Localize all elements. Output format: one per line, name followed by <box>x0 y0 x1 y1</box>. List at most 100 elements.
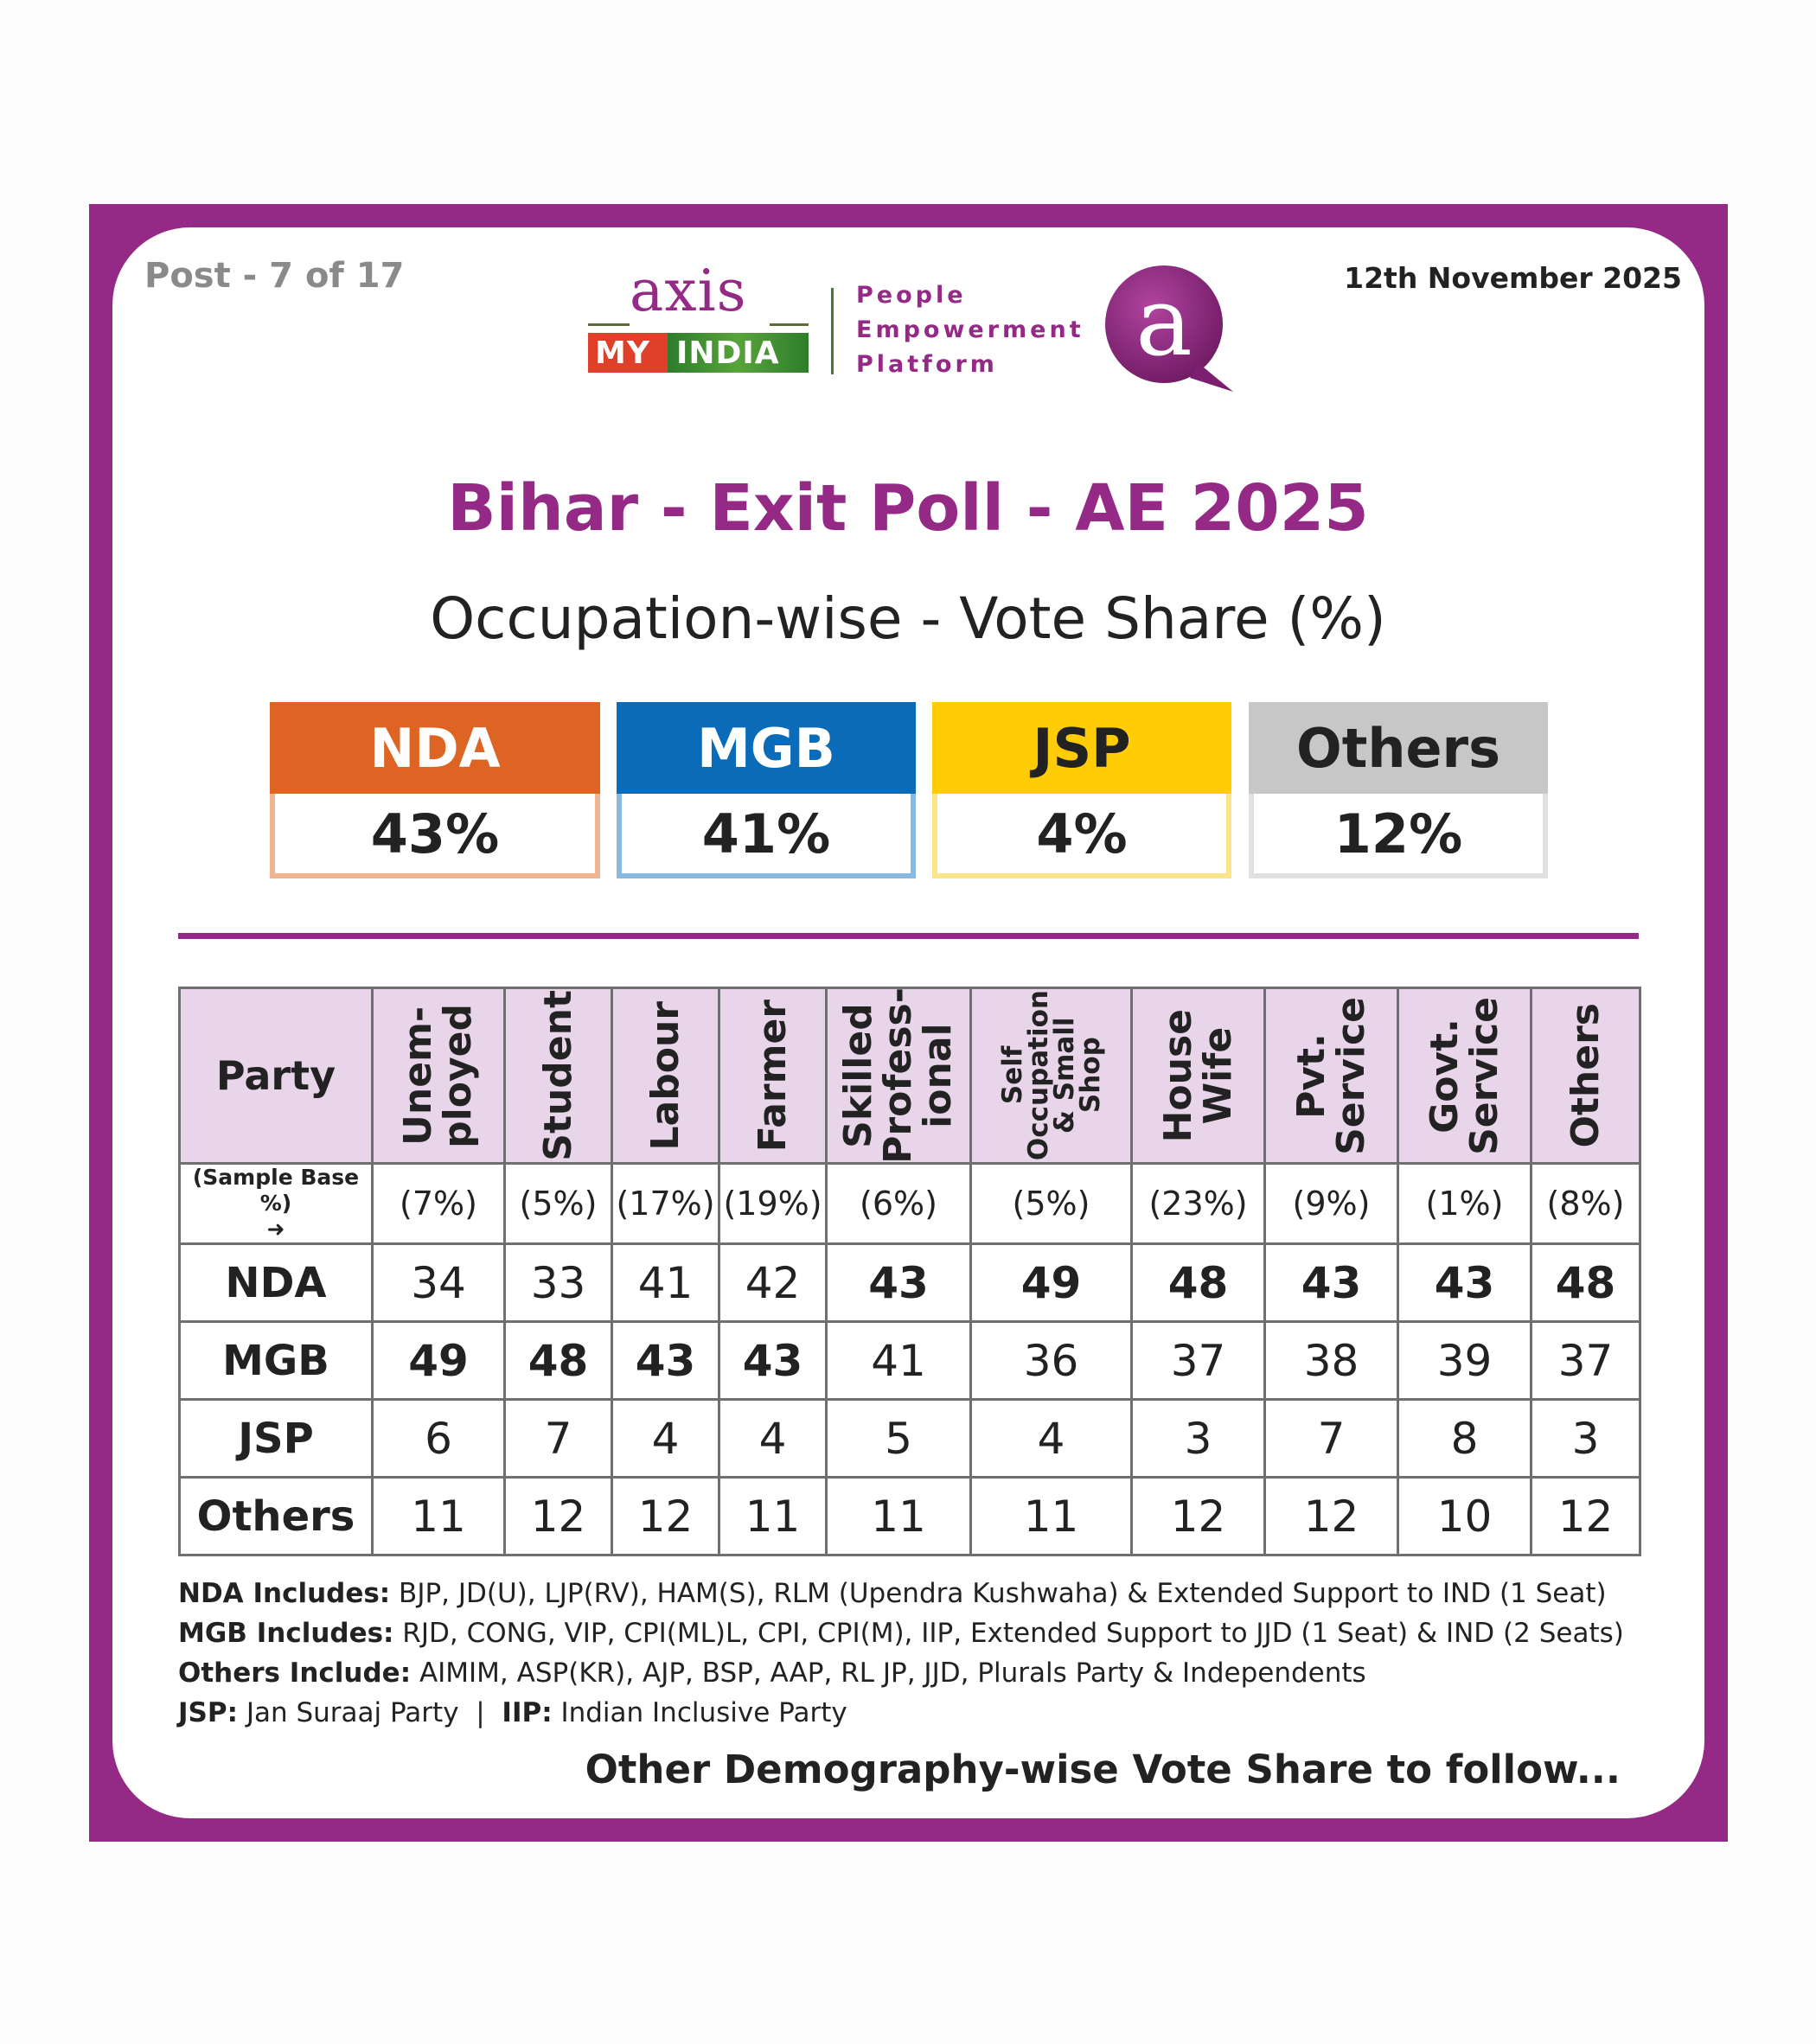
note-label: JSP: <box>178 1697 238 1728</box>
vote-share-cell: 34 <box>371 1242 506 1323</box>
party-row-jsp: JSP 6 7 4 4 5 4 3 7 8 3 <box>178 1398 1641 1479</box>
party-row-others: Others 11 12 12 11 11 11 12 12 10 12 <box>178 1476 1641 1556</box>
overall-party-value: 43% <box>270 794 600 878</box>
overall-box-others: Others 12% <box>1249 702 1548 887</box>
vote-share-cell: 6 <box>371 1398 506 1479</box>
vote-share-cell: 38 <box>1263 1320 1399 1401</box>
sample-base-cell: (6%) <box>825 1162 972 1245</box>
note-label: NDA Includes: <box>178 1578 391 1609</box>
occupation-label: House Wife <box>1155 1008 1240 1143</box>
occupation-label: Others <box>1563 1003 1608 1148</box>
vote-share-cell: 4 <box>611 1398 720 1479</box>
vote-share-cell: 11 <box>718 1476 828 1556</box>
occupation-label: Unem- ployed <box>396 1003 480 1148</box>
occupation-header-cell: Self Occupation & Small Shop <box>969 987 1133 1165</box>
logo-india-block: INDIA <box>668 333 809 373</box>
vote-share-cell: 43 <box>825 1242 972 1323</box>
note-text: Jan Suraaj Party | <box>237 1697 502 1728</box>
overall-party-label: Others <box>1249 702 1548 794</box>
vote-share-cell: 7 <box>1263 1398 1399 1479</box>
occupation-vote-share-table: Party Unem- ployed Student Labour Farmer Ski… <box>178 987 1641 1556</box>
sample-base-cell: (5%) <box>969 1162 1133 1245</box>
logo-rule-right <box>770 323 809 326</box>
post-counter: Post - 7 of 17 <box>144 256 405 296</box>
vote-share-cell: 12 <box>503 1476 613 1556</box>
overall-party-value: 41% <box>617 794 916 878</box>
overall-box-nda: NDA 43% <box>270 702 600 887</box>
party-row-nda: NDA 34 33 41 42 43 49 48 43 43 48 <box>178 1242 1641 1323</box>
vote-share-cell: 3 <box>1130 1398 1266 1479</box>
occupation-header-cell: House Wife <box>1130 987 1266 1165</box>
occupation-header-cell: Farmer <box>718 987 828 1165</box>
vote-share-cell: 49 <box>969 1242 1133 1323</box>
vote-share-cell: 11 <box>969 1476 1133 1556</box>
vote-share-cell: 43 <box>611 1320 720 1401</box>
party-row-label: Others <box>178 1476 374 1556</box>
page-subtitle: Occupation-wise - Vote Share (%) <box>430 585 1386 652</box>
vote-share-cell: 4 <box>969 1398 1133 1479</box>
vote-share-cell: 43 <box>1263 1242 1399 1323</box>
table-corner-cell: Party <box>178 987 374 1165</box>
corner-label: Party <box>215 1052 336 1099</box>
axis-logo: axis <box>588 258 809 329</box>
vote-share-cell: 49 <box>371 1320 506 1401</box>
overall-box-mgb: MGB 41% <box>617 702 916 887</box>
sample-base-cell: (7%) <box>371 1162 506 1245</box>
note-text: AIMIM, ASP(KR), AJP, BSP, AAP, RL JP, JJ… <box>411 1658 1366 1689</box>
vote-share-cell: 36 <box>969 1320 1133 1401</box>
overall-party-value: 12% <box>1249 794 1548 878</box>
logo-my-text: MY <box>595 335 650 371</box>
vote-share-cell: 42 <box>718 1242 828 1323</box>
occupation-label: Self Occupation & Small Shop <box>996 990 1106 1161</box>
party-row-label: NDA <box>178 1242 374 1323</box>
badge-letter: a <box>1135 266 1193 377</box>
party-notes: NDA Includes: BJP, JD(U), LJP(RV), HAM(S… <box>178 1574 1624 1733</box>
note-others: Others Include: AIMIM, ASP(KR), AJP, BSP… <box>178 1653 1624 1693</box>
vote-share-cell: 12 <box>1263 1476 1399 1556</box>
publish-date: 12th November 2025 <box>1344 261 1682 295</box>
vote-share-cell: 43 <box>718 1320 828 1401</box>
occupation-header-cell: Pvt. Service <box>1263 987 1399 1165</box>
vote-share-cell: 12 <box>1130 1476 1266 1556</box>
tagline-line-2: Empowerment <box>856 316 1084 343</box>
vote-share-cell: 33 <box>503 1242 613 1323</box>
occupation-header-cell: Govt. Service <box>1397 987 1532 1165</box>
occupation-header-cell: Labour <box>611 987 720 1165</box>
tagline-line-3: Platform <box>856 351 998 378</box>
occupation-label: Skilled Profess- ional <box>836 987 960 1164</box>
vote-share-cell: 11 <box>825 1476 972 1556</box>
sample-base-cell: (5%) <box>503 1162 613 1245</box>
occupation-header-cell: Student <box>503 987 613 1165</box>
vote-share-cell: 39 <box>1397 1320 1532 1401</box>
note-text: Indian Inclusive Party <box>552 1697 847 1728</box>
vote-share-cell: 4 <box>718 1398 828 1479</box>
footer-follow-text: Other Demography-wise Vote Share to foll… <box>585 1747 1621 1792</box>
my-india-logo: MY INDIA <box>588 333 809 373</box>
note-label: IIP: <box>502 1697 553 1728</box>
note-nda: NDA Includes: BJP, JD(U), LJP(RV), HAM(S… <box>178 1574 1624 1613</box>
vote-share-cell: 41 <box>611 1242 720 1323</box>
logo-india-text: INDIA <box>676 335 780 371</box>
vote-share-cell: 5 <box>825 1398 972 1479</box>
overall-party-value: 4% <box>932 794 1231 878</box>
section-separator <box>178 933 1639 939</box>
occupation-label: Student <box>535 990 580 1161</box>
occupation-label: Pvt. Service <box>1288 996 1373 1155</box>
vote-share-cell: 48 <box>503 1320 613 1401</box>
occupation-label: Labour <box>643 1000 687 1151</box>
note-text: RJD, CONG, VIP, CPI(ML)L, CPI, CPI(M), I… <box>393 1618 1624 1649</box>
overall-party-label: JSP <box>932 702 1231 794</box>
note-label: Others Include: <box>178 1658 412 1689</box>
tagline-line-1: People <box>856 282 967 309</box>
vote-share-cell: 37 <box>1530 1320 1641 1401</box>
speech-bubble-a-icon: a <box>1105 265 1233 392</box>
sample-base-cell: (1%) <box>1397 1162 1532 1245</box>
sample-base-cell: (23%) <box>1130 1162 1266 1245</box>
vote-share-cell: 48 <box>1530 1242 1641 1323</box>
note-mgb: MGB Includes: RJD, CONG, VIP, CPI(ML)L, … <box>178 1613 1624 1653</box>
occupation-header-row: Party Unem- ployed Student Labour Farmer Ski… <box>178 987 1641 1165</box>
occupation-label: Govt. Service <box>1422 996 1506 1155</box>
party-row-label: JSP <box>178 1398 374 1479</box>
overall-box-jsp: JSP 4% <box>932 702 1231 887</box>
occupation-label: Farmer <box>750 999 795 1153</box>
